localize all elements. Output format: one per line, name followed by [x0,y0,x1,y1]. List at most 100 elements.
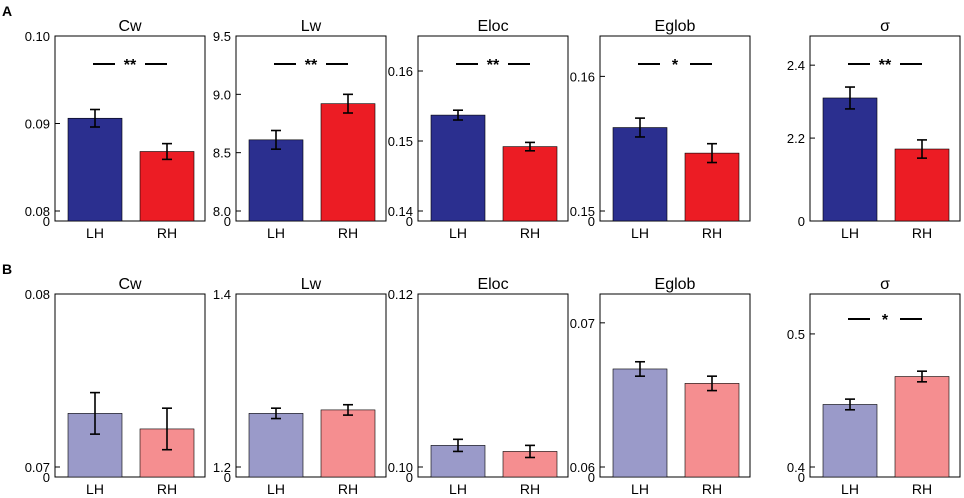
bar-lh [612,368,668,478]
chart-title: Lw [301,18,322,35]
plot-frame [235,293,387,478]
y-tick-label: 0 [406,470,413,485]
category-label: LH [86,225,104,241]
chart-1: Cw 00.08 0.09 0.10 LH RH ** [25,18,206,241]
bar-lh [430,114,486,222]
y-tick-label: 0 [798,214,805,229]
chart-title: σ [880,276,890,293]
category-label: RH [912,481,932,497]
category-label: LH [841,481,859,497]
category-label: RH [702,225,722,241]
y-tick-label: 0.15 [570,204,595,219]
significance-marker: ** [487,57,500,74]
y-tick-label: 0.5 [787,327,805,342]
y-tick-label: 0.09 [25,117,50,132]
category-label: LH [267,225,285,241]
y-tick-label: 2.2 [787,131,805,146]
chart-title: Eloc [477,276,508,293]
chart-7: Lw 01.2 1.4 LH RH [213,276,387,497]
bar-rh [139,151,195,222]
category-label: LH [841,225,859,241]
chart-title: Eglob [655,276,696,293]
chart-10: σ 00.4 0.5 LH RH * [787,276,961,497]
y-tick-label: 1.4 [213,287,231,302]
chart-title: Lw [301,276,322,293]
chart-9: Eglob 00.06 0.07 LH RH [570,276,751,497]
significance-marker: * [882,312,889,329]
category-label: RH [520,225,540,241]
bar-rh [320,409,376,478]
plot-frame [809,293,961,478]
category-label: RH [338,481,358,497]
category-label: LH [631,481,649,497]
plot-frame [54,35,206,222]
y-tick-label: 2.4 [787,58,805,73]
category-label: LH [449,225,467,241]
category-label: LH [449,481,467,497]
chart-2: Lw 08.0 8.5 9.0 9.5 LH RH ** [213,18,387,241]
bar-rh [684,383,740,478]
category-label: RH [520,481,540,497]
plot-frame [54,293,206,478]
y-tick-label: 1.2 [213,460,231,475]
plot-frame [235,35,387,222]
chart-title: Eloc [477,18,508,35]
bar-lh [822,404,878,478]
plot-frame [599,35,751,222]
y-tick-label: 0.4 [787,460,805,475]
plot-frame [599,293,751,478]
y-tick-label: 0.10 [25,29,50,44]
y-tick-label: 0 [224,214,231,229]
bar-lh [67,117,123,222]
plot-frame [809,35,961,222]
y-tick-label: 0.07 [25,460,50,475]
category-label: RH [157,481,177,497]
y-tick-label: 0 [798,470,805,485]
y-tick-label: 0.12 [388,287,413,302]
y-tick-label: 0.14 [388,204,413,219]
y-tick-label: 0 [43,470,50,485]
category-label: RH [338,225,358,241]
significance-marker: ** [305,57,318,74]
y-tick-label: 0.16 [570,69,595,84]
significance-marker: ** [879,57,892,74]
y-tick-label: 0.06 [570,460,595,475]
bar-rh [320,103,376,222]
bar-rh [684,152,740,222]
y-tick-label: 0 [588,214,595,229]
chart-title: Cw [118,276,142,293]
plot-frame [417,35,569,222]
y-tick-label: 0 [224,470,231,485]
y-tick-label: 0.15 [388,134,413,149]
category-label: RH [912,225,932,241]
y-tick-label: 9.5 [213,29,231,44]
bar-rh [502,146,558,222]
y-tick-label: 8.0 [213,204,231,219]
chart-8: Eloc 00.10 0.12 LH RH [388,276,569,497]
y-tick-label: 0 [406,214,413,229]
chart-title: Cw [118,18,142,35]
panel-label-a: A [2,3,12,19]
bar-lh [822,97,878,222]
category-label: LH [86,481,104,497]
chart-title: σ [880,18,890,35]
y-tick-label: 0.08 [25,204,50,219]
significance-marker: ** [124,57,137,74]
y-tick-label: 0.10 [388,460,413,475]
chart-6: Cw 00.07 0.08 LH RH [25,276,206,497]
panel-label-b: B [2,261,12,277]
y-tick-label: 0.08 [25,287,50,302]
bar-rh [894,148,950,222]
chart-4: Eglob 00.15 0.16 LH RH * [570,18,751,241]
chart-title: Eglob [655,18,696,35]
bar-lh [248,139,304,222]
plot-frame [417,293,569,478]
bar-rh [894,376,950,478]
category-label: RH [157,225,177,241]
bar-lh [612,127,668,222]
y-tick-label: 8.5 [213,146,231,161]
significance-marker: * [672,57,679,74]
category-label: LH [631,225,649,241]
